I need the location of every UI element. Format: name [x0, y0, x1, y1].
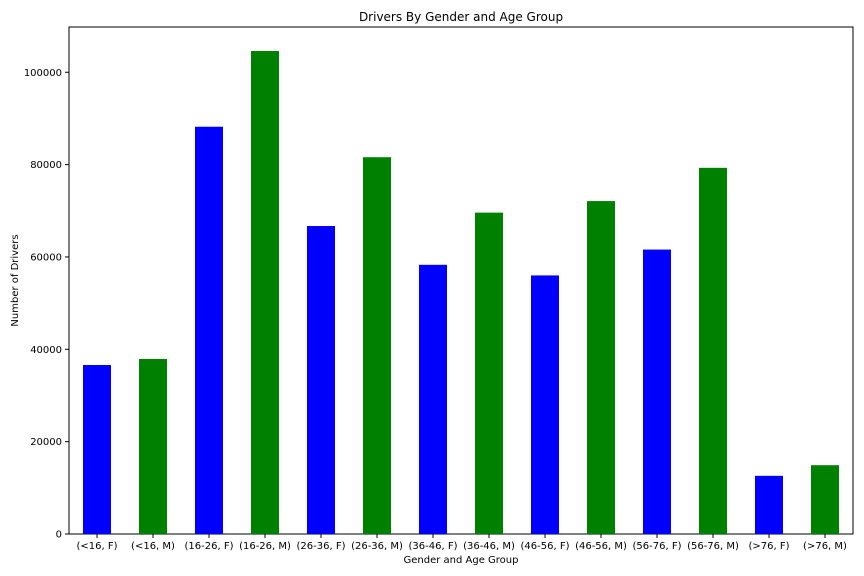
y-axis-label: Number of Drivers	[10, 234, 21, 326]
x-tick-label: (46-56, F)	[521, 541, 570, 552]
x-tick-label: (>76, F)	[748, 541, 789, 552]
x-tick-label: (>76, M)	[803, 541, 847, 552]
y-tick-label: 0	[56, 530, 62, 541]
x-tick-label: (36-46, M)	[463, 541, 515, 552]
y-tick-label: 60000	[30, 252, 62, 263]
x-tick-label: (26-36, M)	[351, 541, 403, 552]
bar	[419, 264, 447, 534]
x-tick-label: (56-76, F)	[633, 541, 682, 552]
bar	[811, 465, 839, 534]
y-axis: 0 20000 40000 60000 80000 100000	[24, 68, 69, 541]
bar	[251, 51, 279, 535]
bar	[699, 167, 727, 535]
x-tick-label: (16-26, M)	[239, 541, 291, 552]
bar	[755, 475, 783, 534]
chart-title: Drivers By Gender and Age Group	[359, 10, 563, 24]
x-tick-label: (26-36, F)	[297, 541, 346, 552]
x-tick-label: (56-76, M)	[687, 541, 739, 552]
bar	[307, 226, 335, 534]
bar	[363, 157, 391, 534]
plot-frame	[68, 26, 854, 535]
x-tick-label: (16-26, F)	[185, 541, 234, 552]
x-tick-label: (<16, M)	[131, 541, 175, 552]
x-tick-label: (<16, F)	[76, 541, 117, 552]
bar	[139, 358, 167, 534]
x-tick-label: (36-46, F)	[409, 541, 458, 552]
bar	[531, 275, 559, 534]
x-axis-label: Gender and Age Group	[404, 555, 519, 566]
y-tick-label: 100000	[24, 68, 62, 79]
y-tick-label: 20000	[30, 437, 62, 448]
bar	[475, 212, 503, 534]
x-tick-label: (46-56, M)	[575, 541, 627, 552]
y-tick-label: 80000	[30, 160, 62, 171]
bar	[83, 365, 111, 534]
bar	[587, 201, 615, 535]
plot-area	[68, 26, 854, 535]
x-axis: (<16, F) (<16, M) (16-26, F) (16-26, M) (26-…	[76, 534, 847, 552]
bar	[195, 126, 223, 534]
y-tick-label: 40000	[30, 345, 62, 356]
bar	[643, 249, 671, 534]
